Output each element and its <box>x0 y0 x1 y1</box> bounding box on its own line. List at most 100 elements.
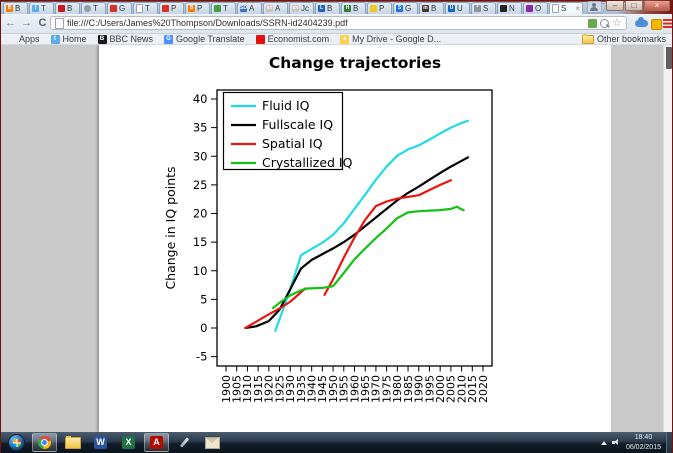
browser-tab[interactable]: xx Jc <box>289 2 314 14</box>
google-drive-icon: ▲ <box>340 34 350 44</box>
bookmark-item[interactable]: Economist.com <box>255 34 329 44</box>
forward-button[interactable]: → <box>21 17 32 29</box>
x-tick-label: 1930 <box>284 375 297 403</box>
chrome-menu-icon[interactable] <box>663 19 672 28</box>
x-tick-label: 1935 <box>295 375 308 403</box>
bookmark-star-icon[interactable]: ☆ <box>612 16 622 29</box>
scrollbar-thumb[interactable] <box>666 47 672 69</box>
clock-time: 18:40 <box>634 434 653 442</box>
browser-tab[interactable]: B <box>55 2 80 14</box>
iq-change-chart: 1900190519101915192019251930193519401945… <box>163 54 493 403</box>
x-tick-label: 1945 <box>316 375 329 403</box>
browser-tab[interactable]: T <box>133 2 158 14</box>
tab-title: B <box>67 4 73 13</box>
pen-app-taskbar-icon[interactable] <box>172 433 197 452</box>
bookmark-item[interactable]: G Google Translate <box>164 34 245 44</box>
taskbar-clock[interactable]: 18:40 06/02/2015 <box>626 433 661 452</box>
tab-close-icon[interactable]: × <box>575 3 580 13</box>
mail-app-taskbar-icon[interactable] <box>200 433 225 452</box>
bookmark-item[interactable]: Apps <box>7 34 40 44</box>
gear-icon: * <box>474 5 481 12</box>
bookmark-item[interactable]: t Home <box>50 34 87 44</box>
tab-title: O <box>535 4 542 13</box>
page-icon <box>55 17 64 29</box>
red-square-icon <box>110 5 117 12</box>
explorer-taskbar-icon[interactable] <box>60 433 85 452</box>
reload-button[interactable]: C <box>38 17 47 29</box>
bookmark-item[interactable]: ▲ My Drive - Google D... <box>340 33 442 44</box>
url-text[interactable]: file:///C:/Users/James%20Thompson/Downlo… <box>67 18 348 28</box>
show-desktop-button[interactable] <box>666 432 672 453</box>
tab-title: G <box>405 4 412 13</box>
other-bookmarks[interactable]: Other bookmarks <box>581 33 666 44</box>
twitter-bird-icon: t <box>50 34 60 44</box>
adobe-reader-taskbar-icon[interactable]: A <box>144 433 169 452</box>
browser-tab[interactable]: -P <box>367 2 392 14</box>
economist-icon <box>255 34 265 44</box>
tray-expand-icon[interactable] <box>600 440 607 445</box>
u-icon: U <box>448 5 455 12</box>
tab-title: Jc <box>301 4 309 13</box>
tab-title: T <box>93 4 98 13</box>
browser-tab[interactable]: O <box>523 2 548 14</box>
profile-icon[interactable] <box>587 1 602 13</box>
browser-tab[interactable]: G <box>107 2 132 14</box>
browser-tab[interactable]: T <box>81 2 106 14</box>
x-tick-label: 1925 <box>273 375 286 403</box>
speaker-icon[interactable] <box>611 438 621 447</box>
extension-icon[interactable] <box>651 19 662 30</box>
zoom-icon[interactable] <box>600 18 610 28</box>
close-button[interactable]: × <box>644 1 670 11</box>
bookmark-item[interactable]: B BBC News <box>97 33 154 44</box>
bookmark-label: BBC News <box>109 33 154 44</box>
xx-icon: xx <box>266 5 273 12</box>
tab-title: B <box>431 4 437 13</box>
browser-tab[interactable]: P <box>159 2 184 14</box>
pdf-doc-icon <box>552 4 559 13</box>
y-tick-label: -5 <box>196 350 207 364</box>
browser-tab[interactable]: * S <box>471 2 496 14</box>
legend-label: Spatial IQ <box>262 136 323 151</box>
twitter-icon: t <box>32 5 39 12</box>
tab-title: P <box>379 4 385 13</box>
minimize-button[interactable]: – <box>606 1 624 11</box>
series-fluid-iq <box>274 119 470 332</box>
scrollbar[interactable] <box>663 45 672 432</box>
h-icon: H <box>344 5 351 12</box>
bookmark-label: My Drive - Google D... <box>352 33 442 44</box>
address-bar[interactable]: file:///C:/Users/James%20Thompson/Downlo… <box>50 16 627 30</box>
browser-tab[interactable]: xx A <box>263 2 288 14</box>
sd-icon: SD <box>240 5 247 12</box>
y-tick-label: 5 <box>200 292 207 306</box>
y-tick-label: 30 <box>193 149 208 163</box>
page-action-icon[interactable] <box>588 18 598 28</box>
blogger-icon: B <box>6 5 13 12</box>
browser-tab[interactable]: N <box>497 2 522 14</box>
word-taskbar-icon-glyph: W <box>94 436 107 449</box>
chrome-taskbar-icon[interactable] <box>32 433 57 452</box>
tab-title: B <box>327 4 333 13</box>
active-tab[interactable]: S × <box>549 2 583 14</box>
start-button[interactable] <box>4 433 29 452</box>
excel-taskbar-icon[interactable]: X <box>116 433 141 452</box>
tab-title: B <box>15 4 21 13</box>
cloud-extension-icon[interactable] <box>635 17 648 27</box>
y-tick-label: 40 <box>193 92 208 106</box>
restore-button[interactable]: □ <box>625 1 643 11</box>
browser-tab[interactable]: T <box>211 2 236 14</box>
browser-tab[interactable]: SD A <box>237 2 262 14</box>
x-tick-label: 1985 <box>402 375 415 403</box>
word-taskbar-icon[interactable]: W <box>88 433 113 452</box>
excel-taskbar-icon-glyph: X <box>122 436 135 449</box>
back-button[interactable]: ← <box>5 17 16 29</box>
tab-title: T <box>41 4 46 13</box>
